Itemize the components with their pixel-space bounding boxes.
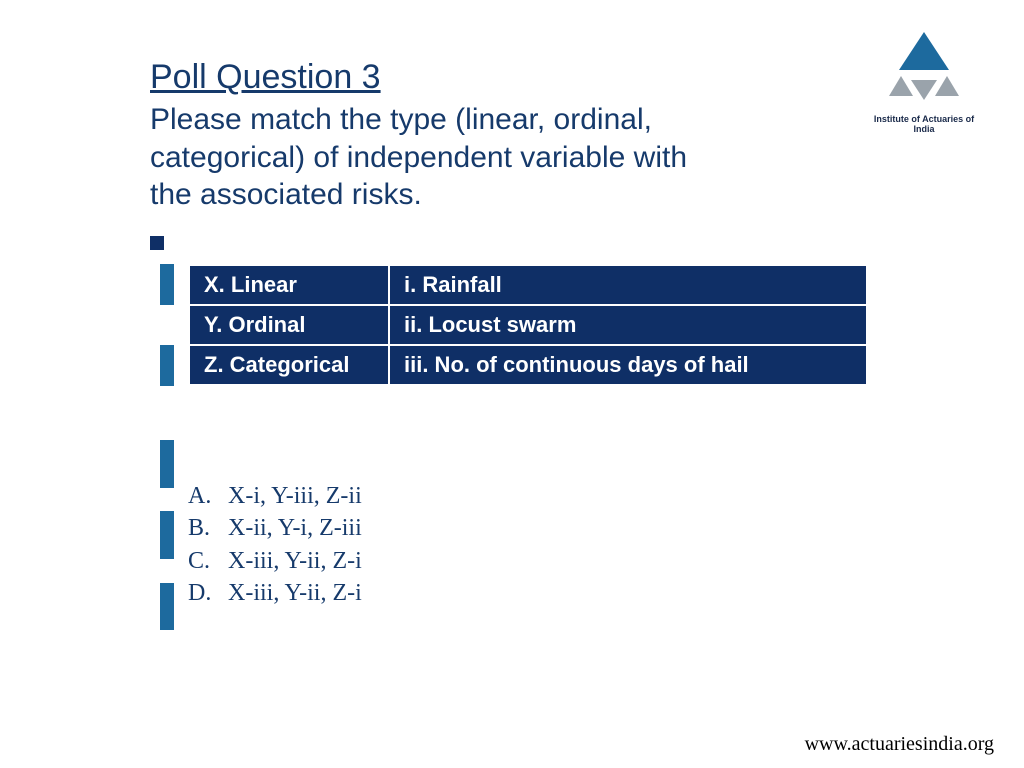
accent-bar-left-2	[160, 440, 174, 630]
option-letter: D.	[188, 577, 228, 609]
table-cell-left: X. Linear	[189, 265, 389, 305]
logo-caption: Institute of Actuaries of India	[864, 114, 984, 134]
option-letter: A.	[188, 480, 228, 512]
table-row: Y. Ordinal ii. Locust swarm	[189, 305, 867, 345]
table-row: Z. Categorical iii. No. of continuous da…	[189, 345, 867, 385]
option-text: X-iii, Y-ii, Z-i	[228, 548, 362, 574]
options-block: A.X-i, Y-iii, Z-ii B.X-ii, Y-i, Z-iii C.…	[160, 440, 362, 630]
option-b: B.X-ii, Y-i, Z-iii	[188, 512, 362, 544]
table-row: X. Linear i. Rainfall	[189, 265, 867, 305]
option-text: X-ii, Y-i, Z-iii	[228, 515, 362, 541]
table-cell-left: Y. Ordinal	[189, 305, 389, 345]
option-letter: C.	[188, 545, 228, 577]
option-d: D.X-iii, Y-ii, Z-i	[188, 577, 362, 609]
logo-triangle-icon	[879, 30, 969, 110]
table-cell-right: iii. No. of continuous days of hail	[389, 345, 867, 385]
match-table-block: X. Linear i. Rainfall Y. Ordinal ii. Loc…	[160, 264, 868, 386]
table-cell-right: i. Rainfall	[389, 265, 867, 305]
org-logo: Institute of Actuaries of India	[864, 30, 984, 134]
table-cell-right: ii. Locust swarm	[389, 305, 867, 345]
accent-bar-left	[160, 264, 174, 386]
slide-subtitle: Please match the type (linear, ordinal, …	[150, 101, 710, 214]
match-table: X. Linear i. Rainfall Y. Ordinal ii. Loc…	[188, 264, 868, 386]
options-list: A.X-i, Y-iii, Z-ii B.X-ii, Y-i, Z-iii C.…	[188, 440, 362, 630]
heading-block: Poll Question 3 Please match the type (l…	[150, 58, 870, 214]
option-text: X-i, Y-iii, Z-ii	[228, 483, 362, 509]
option-c: C.X-iii, Y-ii, Z-i	[188, 545, 362, 577]
option-text: X-iii, Y-ii, Z-i	[228, 580, 362, 606]
table-cell-left: Z. Categorical	[189, 345, 389, 385]
accent-dash-icon	[150, 236, 164, 250]
option-letter: B.	[188, 512, 228, 544]
slide-title: Poll Question 3	[150, 58, 870, 97]
footer-url: www.actuariesindia.org	[805, 733, 994, 756]
option-a: A.X-i, Y-iii, Z-ii	[188, 480, 362, 512]
